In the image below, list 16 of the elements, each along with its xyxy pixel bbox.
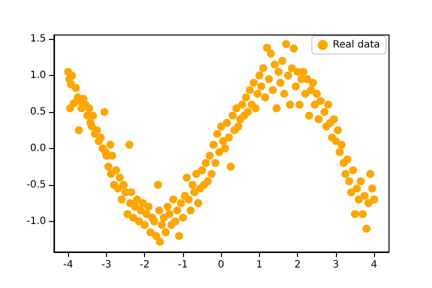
x-tick-label: -3 [101,260,112,270]
legend-label: Real data [332,40,380,50]
y-tick-label: 1.5 [30,34,46,45]
x-tick-label: -1 [178,260,188,270]
y-tick-label: 1.0 [30,70,46,81]
x-tick-label: 0 [218,260,224,270]
x-tick-label: 2 [294,260,301,270]
y-tick-label: -1.0 [26,216,46,227]
x-tick-label: 1 [256,260,263,270]
x-tick-label: 4 [370,260,378,270]
y-tick-label: 0.5 [30,106,46,118]
y-tick-label: -0.5 [26,179,46,190]
x-tick-label: 3 [332,260,340,270]
y-tick-label: 0.0 [30,142,46,154]
x-tick-label: -4 [63,260,74,270]
x-tick-label: -2 [140,260,150,270]
